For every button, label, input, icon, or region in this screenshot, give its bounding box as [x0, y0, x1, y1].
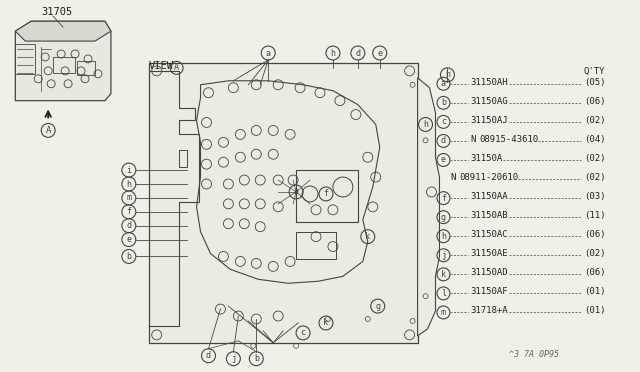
Text: VIEW: VIEW: [148, 61, 173, 71]
Text: 31718+A: 31718+A: [470, 307, 508, 315]
Text: f: f: [126, 207, 131, 216]
Text: i: i: [126, 166, 131, 174]
Text: l: l: [441, 289, 446, 298]
Text: 08915-43610: 08915-43610: [479, 135, 538, 144]
Text: h: h: [441, 232, 446, 241]
Text: f: f: [323, 189, 328, 198]
Text: d: d: [206, 351, 211, 360]
Text: 31705: 31705: [41, 7, 72, 17]
Text: (01): (01): [584, 288, 605, 296]
Text: m: m: [126, 193, 131, 202]
Text: m: m: [441, 308, 446, 317]
Text: g: g: [375, 302, 380, 311]
Text: 31150AJ: 31150AJ: [470, 116, 508, 125]
Text: (06): (06): [584, 268, 605, 278]
Text: b: b: [126, 252, 131, 261]
Text: (06): (06): [584, 97, 605, 106]
Text: 31150AH: 31150AH: [470, 78, 508, 87]
Text: k: k: [441, 270, 446, 279]
Text: h: h: [445, 70, 450, 79]
Text: 31150AG: 31150AG: [470, 97, 508, 106]
Text: 31150AB: 31150AB: [470, 211, 508, 220]
Text: 31150A: 31150A: [470, 154, 502, 163]
Bar: [296, 170, 358, 222]
Text: h: h: [423, 120, 428, 129]
Text: (03): (03): [584, 192, 605, 201]
Bar: [77, 61, 95, 75]
Text: (02): (02): [584, 249, 605, 258]
Polygon shape: [15, 21, 111, 101]
Text: (04): (04): [584, 135, 605, 144]
Text: (06): (06): [584, 230, 605, 239]
Polygon shape: [417, 78, 440, 336]
Text: A: A: [174, 63, 179, 73]
Text: j: j: [231, 354, 236, 363]
Text: k: k: [323, 318, 328, 327]
Text: 31150AC: 31150AC: [470, 230, 508, 239]
Text: d: d: [355, 48, 360, 58]
Text: A: A: [45, 126, 51, 135]
Polygon shape: [15, 21, 111, 41]
Text: (02): (02): [584, 173, 605, 182]
Text: j: j: [441, 251, 446, 260]
Bar: [148, 63, 417, 343]
Text: h: h: [330, 48, 335, 58]
Text: (05): (05): [584, 78, 605, 87]
Bar: [53, 57, 75, 73]
Text: b: b: [254, 354, 259, 363]
Text: a: a: [294, 187, 299, 196]
Text: g: g: [441, 213, 446, 222]
Text: (02): (02): [584, 154, 605, 163]
Text: k: k: [365, 232, 371, 241]
Text: f: f: [441, 193, 446, 203]
Text: e: e: [126, 235, 131, 244]
Text: 31150AA: 31150AA: [470, 192, 508, 201]
Text: a: a: [441, 79, 446, 88]
Text: (01): (01): [584, 307, 605, 315]
Text: h: h: [126, 180, 131, 189]
Text: d: d: [126, 221, 131, 230]
Text: 31150AE: 31150AE: [470, 249, 508, 258]
Text: d: d: [441, 137, 446, 145]
Text: 08911-20610: 08911-20610: [460, 173, 518, 182]
Text: b: b: [441, 98, 446, 108]
Text: 31150AD: 31150AD: [470, 268, 508, 278]
Text: c: c: [301, 328, 305, 337]
Text: N: N: [451, 173, 456, 182]
Text: e: e: [441, 155, 446, 164]
Text: Q'TY: Q'TY: [584, 67, 605, 76]
Text: ^3 7A 0P95: ^3 7A 0P95: [509, 350, 559, 359]
Bar: [296, 232, 336, 259]
Text: (02): (02): [584, 116, 605, 125]
Text: c: c: [441, 118, 446, 126]
Text: N: N: [470, 135, 476, 144]
Text: e: e: [377, 48, 382, 58]
Text: 31150AF: 31150AF: [470, 288, 508, 296]
Text: a: a: [266, 48, 271, 58]
Text: (11): (11): [584, 211, 605, 220]
